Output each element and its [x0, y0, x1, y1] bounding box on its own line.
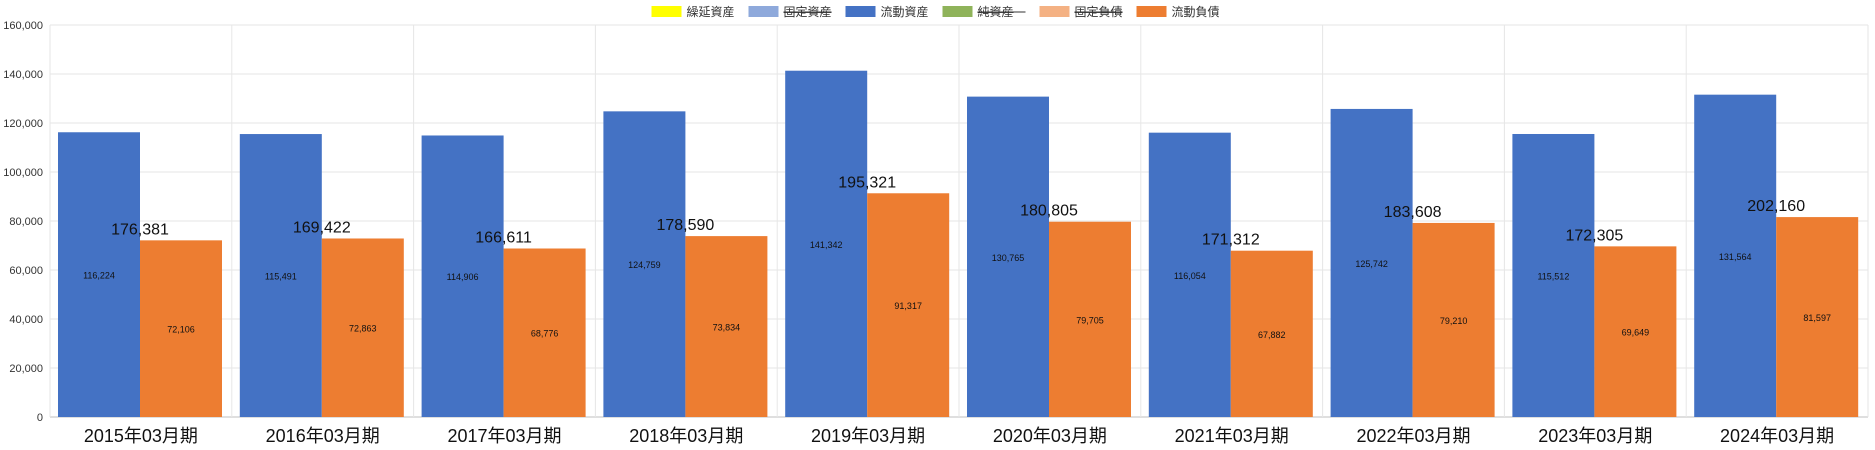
bar-current-liabilities: [867, 193, 950, 417]
bar-current-liabilities: [1594, 246, 1677, 417]
total-value-label: 183,608: [1384, 204, 1442, 221]
bar-value-label: 72,863: [349, 324, 377, 334]
bar-current-liabilities: [503, 248, 586, 417]
y-tick-label: 20,000: [9, 363, 43, 375]
total-value-label: 166,611: [475, 229, 532, 246]
legend-swatch[interactable]: [748, 6, 779, 17]
bar-current-liabilities: [1230, 250, 1313, 417]
bar-value-label: 130,765: [992, 253, 1025, 263]
x-tick-label: 2017年03月期: [447, 426, 561, 446]
bar-current-assets: [785, 70, 868, 417]
bar-current-assets: [603, 111, 686, 417]
bar-current-assets: [1512, 133, 1595, 417]
bar-current-assets: [967, 96, 1049, 418]
total-value-label: 169,422: [293, 219, 351, 236]
bar-value-label: 73,834: [713, 323, 741, 333]
x-tick-label: 2023年03月期: [1538, 426, 1652, 446]
bar-value-label: 116,224: [83, 271, 115, 281]
bar-current-liabilities: [140, 240, 222, 417]
bar-value-label: 131,564: [1719, 252, 1752, 262]
bar-current-liabilities: [685, 236, 768, 417]
total-value-label: 202,160: [1747, 198, 1805, 215]
y-tick-label: 160,000: [3, 20, 43, 32]
legend-swatch[interactable]: [1136, 6, 1167, 17]
bar-value-label: 91,317: [894, 301, 922, 311]
y-tick-label: 140,000: [3, 69, 43, 81]
legend-item-label[interactable]: 繰延資産: [687, 4, 735, 19]
x-tick-label: 2019年03月期: [811, 426, 925, 446]
bar-value-label: 115,491: [265, 272, 297, 282]
bar-value-label: 116,054: [1174, 271, 1206, 281]
bar-value-label: 68,776: [531, 329, 559, 339]
total-value-label: 171,312: [1202, 232, 1260, 249]
bar-current-liabilities: [1412, 222, 1495, 417]
bar-value-label: 125,742: [1355, 259, 1388, 269]
bar-value-label: 72,106: [167, 325, 195, 335]
legend-swatch[interactable]: [1039, 6, 1070, 17]
bar-current-liabilities: [1049, 221, 1131, 417]
bar-value-label: 69,649: [1622, 328, 1650, 338]
bar-current-assets: [58, 132, 140, 417]
legend-swatch[interactable]: [845, 6, 876, 17]
x-tick-label: 2016年03月期: [266, 426, 380, 446]
y-tick-label: 80,000: [9, 216, 43, 228]
y-tick-label: 40,000: [9, 314, 43, 326]
y-tick-label: 120,000: [3, 118, 43, 130]
y-tick-label: 60,000: [9, 265, 43, 277]
total-value-label: 180,805: [1020, 203, 1078, 220]
total-value-label: 176,381: [111, 221, 169, 238]
legend-swatch[interactable]: [651, 6, 682, 17]
bar-value-label: 79,210: [1440, 316, 1468, 326]
bar-current-liabilities: [321, 238, 404, 417]
bar-value-label: 141,342: [810, 240, 843, 250]
bar-value-label: 81,597: [1803, 313, 1831, 323]
x-tick-label: 2021年03月期: [1175, 426, 1289, 446]
y-tick-label: 100,000: [3, 167, 43, 179]
x-tick-label: 2020年03月期: [993, 426, 1107, 446]
x-tick-label: 2024年03月期: [1720, 426, 1834, 446]
bar-value-label: 115,512: [1537, 271, 1569, 281]
x-tick-label: 2022年03月期: [1356, 426, 1470, 446]
x-tick-label: 2018年03月期: [629, 426, 743, 446]
bar-current-liabilities: [1776, 217, 1859, 417]
bar-value-label: 79,705: [1076, 315, 1104, 325]
bar-value-label: 114,906: [447, 272, 479, 282]
x-tick-label: 2015年03月期: [84, 426, 198, 446]
bar-current-assets: [1148, 132, 1231, 417]
legend-swatch[interactable]: [942, 6, 973, 17]
total-value-label: 195,321: [838, 174, 896, 191]
bar-current-assets: [1330, 108, 1413, 417]
y-tick-label: 0: [37, 412, 43, 424]
total-value-label: 178,590: [656, 217, 714, 234]
bar-value-label: 67,882: [1258, 330, 1286, 340]
bar-current-assets: [239, 134, 322, 417]
total-value-label: 172,305: [1565, 227, 1623, 244]
bar-value-label: 124,759: [628, 260, 661, 270]
legend-item-label[interactable]: 流動資産: [881, 4, 929, 19]
bar-current-assets: [421, 135, 504, 418]
legend-item-label[interactable]: 流動負債: [1172, 4, 1220, 19]
bar-current-assets: [1694, 94, 1777, 417]
